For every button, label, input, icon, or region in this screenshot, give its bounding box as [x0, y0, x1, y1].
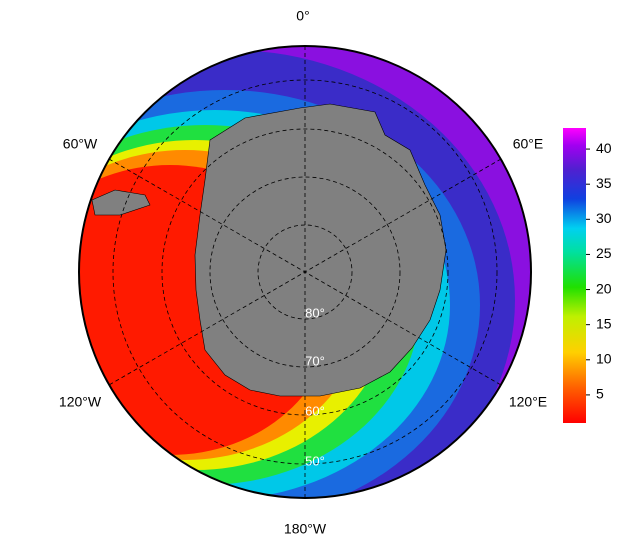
land: [194, 103, 447, 397]
longitude-label: 120°E: [509, 394, 547, 410]
colorbar-tick-label: 10: [596, 350, 612, 366]
colorbar-tick-label: 25: [596, 245, 612, 261]
map-border: [78, 45, 532, 499]
longitude-label: 0°: [296, 8, 309, 24]
parallel: [257, 224, 353, 320]
longitude-label: 60°E: [513, 136, 544, 152]
parallel: [209, 176, 401, 368]
meridian: [108, 46, 502, 498]
colorbar-tick-label: 20: [596, 280, 612, 296]
longitude-label: 180°W: [284, 521, 327, 537]
colorbar: [563, 128, 586, 423]
latitude-label: 60°: [305, 403, 325, 418]
latitude-label: 50°: [305, 453, 325, 468]
colorbar-tick-label: 30: [596, 210, 612, 226]
latitude-label: 80°: [305, 305, 325, 320]
colorbar-tick-label: 40: [596, 140, 612, 156]
colorbar-tick-label: 35: [596, 175, 612, 191]
latitude-label: 70°: [305, 353, 325, 368]
colorbar-tick-label: 15: [596, 315, 612, 331]
land: [91, 189, 151, 216]
longitude-label: 60°W: [63, 136, 98, 152]
colorbar-tick-label: 5: [596, 386, 604, 402]
longitude-label: 120°W: [59, 394, 102, 410]
parallel: [161, 128, 449, 416]
parallel: [112, 79, 498, 465]
